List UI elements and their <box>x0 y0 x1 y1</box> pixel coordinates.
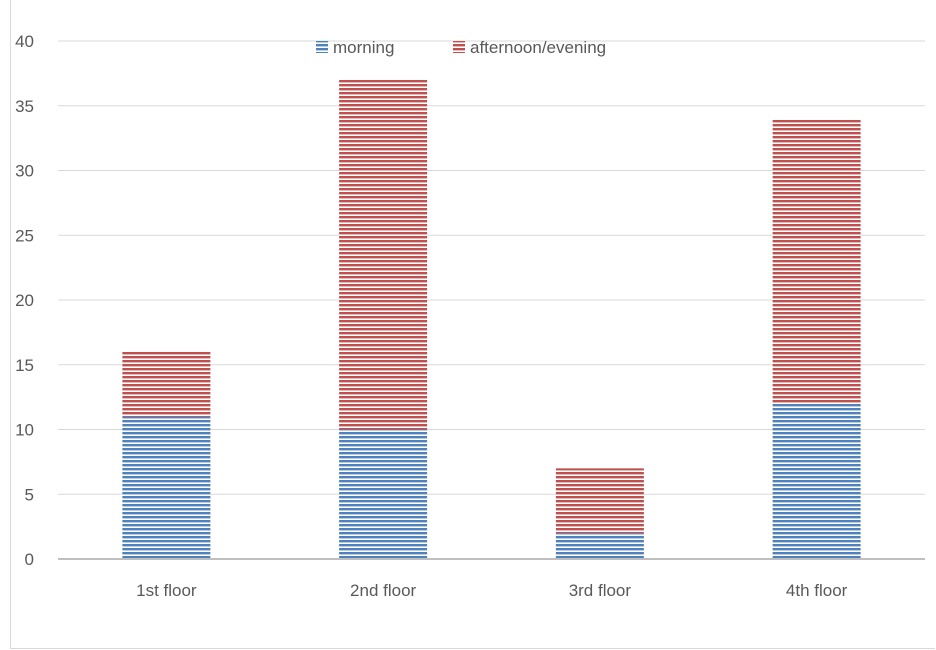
y-tick-label: 0 <box>25 550 34 569</box>
y-tick-label: 20 <box>15 291 34 310</box>
legend-swatch <box>453 41 465 53</box>
legend-label: morning <box>333 38 394 57</box>
bar-afternoon-evening-2 <box>339 79 428 430</box>
x-tick-label: 2nd floor <box>350 581 416 600</box>
bar-afternoon-evening-1 <box>122 351 211 417</box>
x-tick-label: 3rd floor <box>569 581 632 600</box>
y-tick-label: 25 <box>15 226 34 245</box>
x-tick-label: 1st floor <box>136 581 197 600</box>
y-tick-label: 10 <box>15 421 34 440</box>
bar-morning-4 <box>772 403 861 559</box>
legend: morning afternoon/evening <box>316 38 606 57</box>
bar-morning-2 <box>339 429 428 559</box>
y-tick-label: 15 <box>15 356 34 375</box>
x-tick-label: 4th floor <box>786 581 848 600</box>
bar-morning-1 <box>122 416 211 559</box>
bar-afternoon-evening-4 <box>772 118 861 404</box>
y-tick-label: 5 <box>25 485 34 504</box>
chart-frame <box>10 0 935 649</box>
y-tick-label: 40 <box>15 32 34 51</box>
y-tick-label: 30 <box>15 162 34 181</box>
y-tick-label: 35 <box>15 97 34 116</box>
x-axis: 1st floor 2nd floor 3rd floor 4th floor <box>136 581 848 600</box>
y-axis: 0 5 10 15 20 25 30 35 40 <box>15 32 34 569</box>
bar-morning-3 <box>555 533 644 559</box>
legend-swatch <box>316 41 328 53</box>
legend-label: afternoon/evening <box>470 38 606 57</box>
bar-afternoon-evening-3 <box>555 468 644 534</box>
bars <box>122 79 861 559</box>
